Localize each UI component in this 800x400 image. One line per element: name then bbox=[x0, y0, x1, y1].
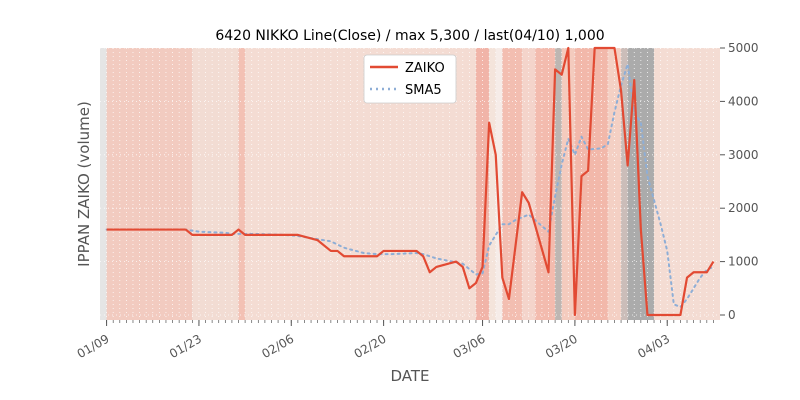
series-layer bbox=[105, 46, 715, 317]
x-tick-label: 04/03 bbox=[635, 332, 672, 361]
chart-title: 6420 NIKKO Line(Close) / max 5,300 / las… bbox=[215, 28, 604, 44]
y-tick-label: 3000 bbox=[728, 148, 759, 162]
shaded-band bbox=[238, 48, 246, 320]
x-tick-label: 03/20 bbox=[543, 332, 580, 361]
y-tick-label: 2000 bbox=[728, 201, 759, 215]
y-tick-label: 4000 bbox=[728, 94, 759, 108]
x-tick-label: 01/09 bbox=[75, 332, 112, 361]
legend-label-sma5: SMA5 bbox=[405, 83, 442, 98]
x-ticks: 01/09 01/23 02/06 02/20 03/06 03/20 04/03 bbox=[75, 320, 714, 361]
y-tick-label: 5000 bbox=[728, 41, 759, 55]
legend-label-zaiko: ZAIKO bbox=[405, 61, 445, 76]
shaded-band bbox=[574, 48, 608, 320]
series-line-zaiko bbox=[106, 46, 715, 317]
shaded-band bbox=[192, 48, 239, 320]
x-tick-label: 01/23 bbox=[167, 332, 204, 361]
x-axis-label: DATE bbox=[390, 367, 429, 385]
y-axis-label: IPPAN ZAIKO (volume) bbox=[75, 101, 93, 267]
y-tick-label: 0 bbox=[728, 308, 736, 322]
grid-lines bbox=[100, 47, 720, 320]
y-ticks: 0 1000 2000 3000 4000 5000 bbox=[720, 41, 759, 322]
shaded-band bbox=[621, 48, 628, 320]
shaded-band bbox=[495, 48, 503, 320]
y-tick-label: 1000 bbox=[728, 255, 759, 269]
x-tick-label: 03/06 bbox=[451, 332, 488, 361]
x-tick-label: 02/06 bbox=[259, 332, 296, 361]
x-tick-label: 02/20 bbox=[352, 332, 389, 361]
legend: ZAIKO SMA5 bbox=[363, 54, 457, 104]
shaded-band bbox=[489, 48, 496, 320]
shaded-band bbox=[502, 48, 523, 320]
shaded-band bbox=[106, 48, 193, 320]
